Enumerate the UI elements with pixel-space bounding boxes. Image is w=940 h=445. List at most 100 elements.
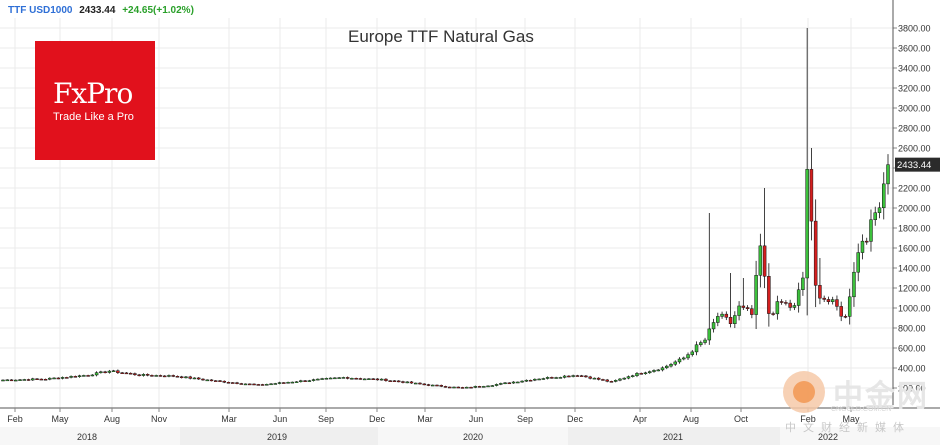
candle-body	[435, 384, 439, 387]
candle-body	[613, 380, 618, 382]
candle-body	[660, 367, 665, 371]
year-band	[180, 427, 378, 445]
candle-body	[22, 379, 27, 381]
candle-body	[443, 386, 448, 388]
candle-body	[469, 386, 473, 389]
candle-body	[486, 385, 490, 388]
watermark-english: CNGOLD.COM.CN	[831, 406, 892, 413]
candle-body	[150, 375, 154, 377]
candle-body	[792, 305, 797, 308]
year-band	[378, 427, 568, 445]
candle-body	[724, 313, 729, 318]
candle-body	[371, 378, 375, 380]
candle-body	[324, 378, 329, 380]
candle-body	[860, 240, 865, 253]
x-tick-label: Mar	[417, 414, 433, 424]
candle-body	[248, 383, 252, 386]
fxpro-logo: FxPro Trade Like a Pro	[35, 41, 155, 160]
candle-body	[86, 375, 90, 377]
candle-body	[218, 380, 222, 382]
candle-body	[205, 379, 209, 382]
candle-body	[69, 376, 73, 378]
candle-body	[639, 373, 643, 375]
candle-body	[788, 302, 792, 308]
candle-body	[626, 376, 631, 379]
candle-body	[396, 380, 401, 383]
candle-body	[647, 371, 652, 374]
candle-body	[379, 378, 384, 381]
y-tick-label: 1800.00	[898, 224, 931, 234]
candle-body	[733, 315, 737, 324]
candle-body	[65, 377, 69, 379]
candle-body	[822, 297, 826, 300]
candle-body	[430, 384, 435, 387]
candle-body	[465, 386, 469, 389]
candle-body	[656, 369, 660, 372]
candle-body	[745, 307, 750, 309]
candle-body	[754, 275, 758, 315]
candle-body	[43, 378, 48, 381]
candle-body	[682, 357, 686, 360]
candle-body	[209, 379, 214, 382]
candle-body	[290, 381, 295, 384]
x-tick-label: Nov	[151, 414, 168, 424]
candle-body	[231, 382, 235, 384]
candle-body	[558, 377, 563, 379]
candle-body	[635, 373, 639, 376]
candle-body	[439, 385, 443, 387]
candle-body	[328, 377, 333, 380]
logo-tagline: Trade Like a Pro	[53, 111, 134, 123]
candle-body	[9, 379, 14, 382]
candle-body	[354, 378, 358, 380]
candle-body	[358, 378, 363, 380]
candle-body	[567, 375, 571, 378]
y-tick-label: 1400.00	[898, 264, 931, 274]
candle-body	[273, 383, 278, 385]
candle-body	[31, 378, 35, 381]
candle-body	[448, 386, 452, 389]
candle-body	[707, 328, 712, 341]
candle-body	[686, 354, 690, 359]
candle-body	[141, 374, 146, 376]
candle-body	[809, 169, 814, 222]
candle-body	[571, 375, 575, 377]
candle-body	[388, 380, 392, 382]
candle-body	[665, 365, 669, 369]
candle-body	[333, 377, 337, 380]
candle-body	[282, 382, 286, 384]
candle-body	[584, 375, 588, 378]
x-tick-label: Feb	[7, 414, 23, 424]
watermark-subtitle: 中文财经新媒体	[785, 422, 911, 434]
candle-body	[873, 212, 877, 220]
candle-body	[499, 383, 503, 385]
candle-body	[5, 379, 9, 382]
candle-body	[694, 344, 699, 353]
y-axis: 200.00 400.00 600.00 800.00 1000.00 1200.00 14…	[892, 0, 931, 408]
symbol-label: TTF USD1000	[8, 5, 73, 16]
price-change: +24.65(+1.02%)	[122, 5, 194, 16]
candle-body	[622, 377, 626, 380]
x-tick-label: Dec	[369, 414, 386, 424]
x-axis: Feb May Aug Nov Mar Jun Sep Dec Mar Jun Sep Dec Apr A…	[0, 407, 940, 445]
candle-body	[669, 364, 673, 367]
candle-body	[99, 371, 103, 374]
x-tick-label: Feb	[800, 414, 816, 424]
candle-body	[401, 381, 405, 383]
last-price-label: 2433.44	[897, 160, 931, 171]
candle-body	[703, 339, 707, 343]
candle-body	[796, 289, 801, 306]
candle-body	[826, 299, 831, 302]
candle-body	[864, 240, 869, 243]
y-tick-label: 2000.00	[898, 204, 931, 214]
candle-body	[299, 380, 303, 383]
candle-body	[311, 379, 316, 381]
candle-body	[767, 276, 771, 314]
candle-body	[201, 378, 205, 381]
candle-body	[813, 220, 818, 286]
candle-body	[482, 386, 486, 388]
candle-body	[111, 370, 116, 372]
candle-body	[260, 384, 265, 386]
y-tick-label: 3200.00	[898, 84, 931, 94]
candle-body	[711, 322, 716, 330]
candle-body	[1, 379, 5, 382]
